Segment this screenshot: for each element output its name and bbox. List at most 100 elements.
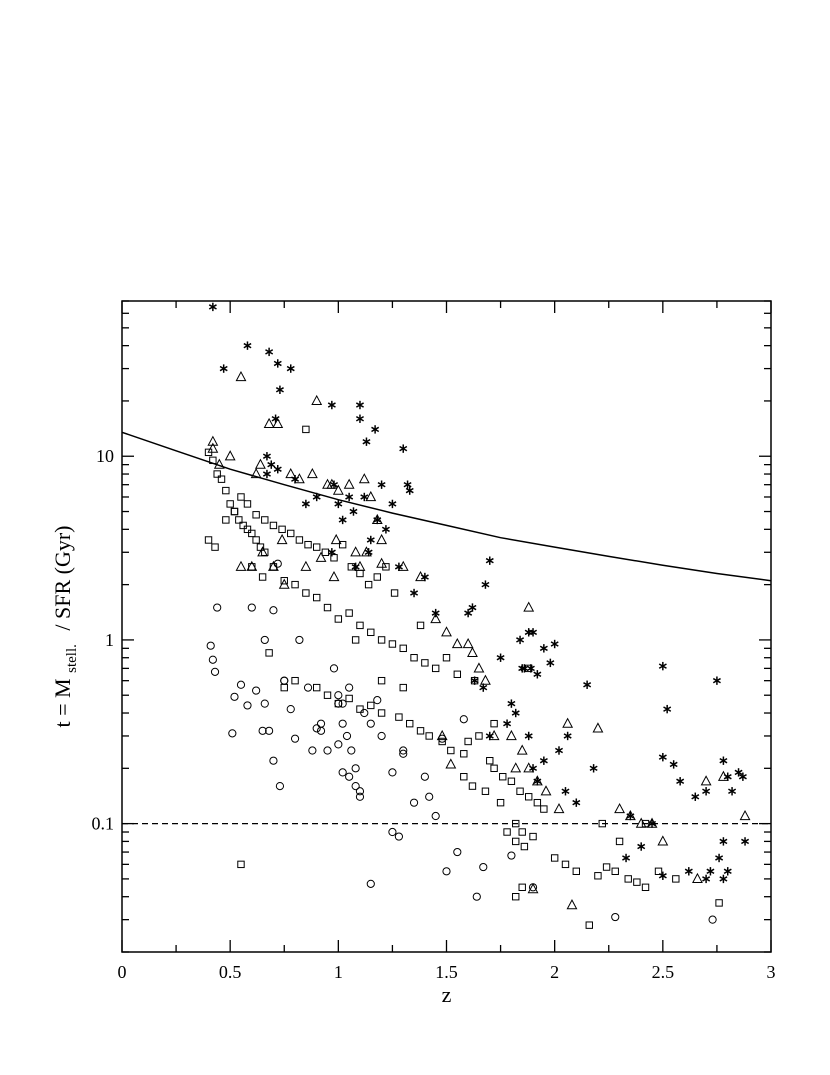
- x-tick-label: 1: [334, 962, 343, 982]
- triangle-point: [255, 458, 266, 469]
- triangle-point: [207, 435, 219, 446]
- circle-point: [275, 782, 285, 791]
- square-point: [486, 757, 494, 765]
- y-axis-label-tail: / SFR (Gyr): [50, 526, 75, 631]
- triangle-point: [207, 442, 219, 453]
- asterisk-stroke: [684, 868, 693, 875]
- circle-point: [258, 726, 267, 735]
- circle-point: [347, 746, 356, 755]
- square-point: [672, 875, 680, 883]
- asterisk-stroke: [349, 508, 358, 515]
- square-point: [278, 525, 286, 534]
- square-point: [222, 486, 230, 495]
- asterisk-point: [741, 837, 750, 846]
- asterisk-stroke: [327, 549, 336, 556]
- square-point: [280, 577, 288, 585]
- x-tick-label: 1.5: [435, 962, 458, 982]
- square-point: [594, 872, 602, 880]
- asterisk-stroke: [702, 876, 711, 882]
- asterisk-stroke: [267, 461, 276, 468]
- asterisk-stroke: [529, 629, 538, 636]
- asterisk-point: [658, 871, 667, 880]
- triangle-point: [276, 533, 288, 545]
- circle-point: [528, 883, 538, 892]
- triangle-point: [358, 473, 370, 484]
- asterisk-stroke: [366, 537, 375, 543]
- triangle-point: [717, 770, 729, 781]
- circle-point: [260, 699, 269, 708]
- circle-point: [708, 915, 717, 924]
- asterisk-stroke: [219, 365, 228, 372]
- asterisk-point: [539, 756, 548, 765]
- asterisk-stroke: [420, 574, 429, 580]
- asterisk-stroke: [539, 757, 548, 764]
- asterisk-stroke: [503, 720, 512, 727]
- asterisk-point: [719, 756, 728, 765]
- asterisk-point: [275, 385, 284, 394]
- circle-point: [323, 746, 332, 755]
- asterisk-stroke: [381, 526, 390, 533]
- asterisk-stroke: [273, 466, 282, 472]
- triangle-point: [250, 467, 262, 479]
- circle-point: [303, 683, 313, 692]
- circle-point: [334, 699, 343, 708]
- square-point: [265, 649, 273, 657]
- axis-tick-labels: 0 0.5 1 1.5 2 2.5 3 0.1 1 10: [92, 446, 776, 982]
- asterisk-stroke: [518, 665, 527, 672]
- asterisk-point: [262, 469, 271, 479]
- square-point: [533, 798, 542, 807]
- square-point: [561, 860, 570, 869]
- asterisk-stroke: [712, 677, 721, 684]
- asterisk-point: [712, 676, 721, 685]
- square-point: [377, 709, 386, 717]
- asterisk-point: [669, 760, 678, 769]
- triangle-point: [516, 744, 528, 755]
- circle-point: [329, 664, 339, 673]
- circle-point: [228, 729, 237, 738]
- triangle-point: [614, 803, 626, 814]
- square-point: [525, 793, 533, 801]
- square-point: [464, 737, 472, 746]
- circle-point: [442, 867, 451, 876]
- asterisk-point: [479, 683, 488, 692]
- triangle-point: [480, 674, 491, 685]
- square-point: [323, 691, 332, 699]
- asterisk-stroke: [719, 838, 728, 845]
- asterisk-point: [405, 486, 414, 495]
- asterisk-stroke: [669, 761, 678, 768]
- square-point: [313, 593, 321, 602]
- asterisk-stroke: [529, 765, 538, 772]
- square-point: [468, 782, 477, 790]
- asterisk-stroke: [362, 438, 371, 445]
- triangle-point: [488, 729, 500, 741]
- circle-point: [312, 724, 321, 733]
- triangle-point: [263, 417, 275, 428]
- asterisk-point: [524, 628, 533, 637]
- circle-point: [316, 719, 326, 728]
- circle-point: [206, 641, 215, 650]
- triangle-point: [635, 817, 647, 828]
- square-point: [302, 425, 310, 434]
- square-point: [518, 828, 526, 836]
- asterisk-stroke: [275, 387, 284, 393]
- asterisk-point: [485, 556, 494, 565]
- asterisk-stroke: [524, 733, 533, 739]
- asterisk-point: [676, 777, 685, 786]
- triangle-point: [300, 560, 312, 571]
- square-point: [304, 540, 312, 549]
- asterisk-stroke: [723, 773, 732, 780]
- asterisk-stroke: [715, 855, 724, 861]
- circle-point: [611, 912, 620, 922]
- triangle-point: [285, 467, 297, 479]
- circle-point: [438, 734, 447, 743]
- square-point: [243, 500, 252, 508]
- circle-point: [377, 731, 386, 741]
- triangle-point: [592, 722, 604, 733]
- circle-point: [316, 726, 326, 735]
- square-point: [345, 609, 353, 617]
- square-point: [377, 676, 386, 685]
- circle-point: [355, 787, 365, 796]
- triangle-point: [361, 546, 372, 557]
- asterisk-point: [719, 874, 728, 884]
- asterisk-point: [355, 400, 364, 410]
